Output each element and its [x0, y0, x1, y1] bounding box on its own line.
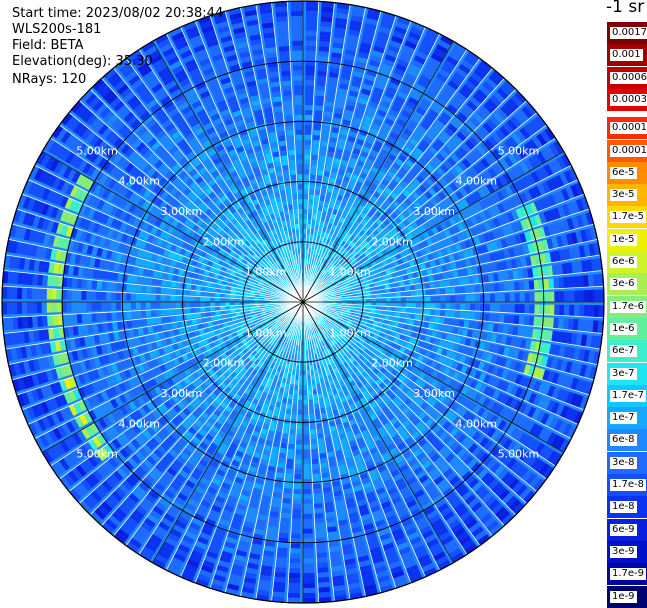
range-ring-label: 2.00km: [371, 357, 413, 370]
colorbar-tick-label: 0.00017: [610, 122, 647, 134]
colorbar-tick-label: 3e-8: [610, 457, 637, 469]
range-ring-label: 2.00km: [203, 235, 245, 248]
range-ring-label: 5.00km: [498, 448, 540, 461]
colorbar-tick-label: 1e-7: [610, 412, 637, 424]
colorbar-tick-label: 1e-8: [610, 501, 637, 513]
colorbar-swatch: 1.7e-9: [607, 563, 647, 585]
colorbar-swatch: 6e-7: [607, 340, 647, 362]
elevation-label: Elevation(deg): 35.30: [12, 54, 153, 69]
colorbar-swatch: 0.0003: [607, 89, 647, 111]
colorbar-swatch: 6e-6: [607, 251, 647, 273]
colorbar-tick-label: 3e-9: [610, 546, 637, 558]
colorbar-tick-label: 1e-6: [610, 323, 637, 335]
range-ring-label: 4.00km: [456, 417, 498, 430]
colorbar-swatch: 6e-5: [607, 162, 647, 184]
colorbar-swatch: 6e-9: [607, 519, 647, 541]
range-ring-label: 5.00km: [76, 144, 118, 157]
colorbar-tick-label: 6e-7: [610, 345, 637, 357]
colorbar-swatch: 1e-7: [607, 407, 647, 429]
colorbar-tick-label: 3e-6: [610, 278, 637, 290]
colorbar-swatch: 3e-7: [607, 363, 647, 385]
colorbar-tick-label: 1.7e-6: [610, 301, 646, 313]
colorbar-swatch: 1e-9: [607, 586, 647, 608]
range-ring-label: 3.00km: [161, 387, 203, 400]
colorbar-tick-label: 1.7e-9: [610, 568, 646, 580]
range-ring-label: 4.00km: [456, 175, 498, 188]
colorbar-tick-label: 0.0017: [610, 27, 647, 39]
colorbar-swatch: 3e-5: [607, 184, 647, 206]
colorbar-swatch: 0.0017: [607, 22, 647, 44]
colorbar-swatch: 3e-6: [607, 273, 647, 295]
nrays-label: NRays: 120: [12, 72, 86, 87]
range-ring-label: 3.00km: [161, 205, 203, 218]
range-ring-label: 1.00km: [329, 266, 371, 279]
colorbar-tick-label: 1.7e-5: [610, 211, 646, 223]
colorbar-swatch: 1.7e-8: [607, 474, 647, 496]
colorbar-swatch: 1.7e-6: [607, 296, 647, 318]
range-ring-label: 2.00km: [203, 357, 245, 370]
colorbar-tick-label: 3e-5: [610, 189, 637, 201]
colorbar-tick-label: 0.0003: [610, 94, 647, 106]
colorbar-tick-label: 6e-6: [610, 256, 637, 268]
colorbar-swatch: 3e-8: [607, 452, 647, 474]
colorbar-tick-label: 1.7e-8: [610, 479, 646, 491]
colorbar-tick-label: 6e-9: [610, 524, 637, 536]
instrument-label: WLS200s-181: [12, 22, 101, 37]
range-ring-label: 1.00km: [329, 326, 371, 339]
colorbar-swatch: 0.00017: [607, 117, 647, 139]
range-ring-label: 5.00km: [498, 144, 540, 157]
range-ring-label: 1.00km: [245, 266, 287, 279]
colorbar-tick-label: 0.0001: [610, 145, 647, 157]
colorbar-unit-label: -1 sr: [606, 0, 644, 17]
colorbar-swatch: 0.0006: [607, 67, 647, 89]
colorbar-tick-label: 1e-5: [610, 234, 637, 246]
colorbar-swatch: 3e-9: [607, 541, 647, 563]
range-ring-label: 4.00km: [118, 175, 160, 188]
colorbar-swatch: 1.7e-7: [607, 385, 647, 407]
colorbar-swatch: 1e-5: [607, 229, 647, 251]
colorbar-tick-label: 6e-8: [610, 434, 637, 446]
colorbar-tick-label: 3e-7: [610, 368, 637, 380]
colorbar-swatch: 1e-8: [607, 496, 647, 518]
range-ring-label: 5.00km: [76, 448, 118, 461]
colorbar-tick-label: 0.001: [610, 49, 643, 61]
colorbar-swatch: 1e-6: [607, 318, 647, 340]
colorbar-swatch: 1.7e-5: [607, 206, 647, 228]
range-ring-label: 2.00km: [371, 235, 413, 248]
range-ring-label: 1.00km: [245, 326, 287, 339]
colorbar-tick-label: 6e-5: [610, 167, 637, 179]
colorbar-swatch: 0.0001: [607, 140, 647, 162]
range-ring-label: 4.00km: [118, 417, 160, 430]
colorbar-swatch: 0.001: [607, 44, 647, 66]
colorbar-tick-label: 1.7e-7: [610, 390, 646, 402]
range-ring-label: 3.00km: [413, 387, 455, 400]
colorbar-swatch: 6e-8: [607, 429, 647, 451]
colorbar-tick-label: 1e-9: [610, 591, 637, 603]
start-time-label: Start time: 2023/08/02 20:38:44: [12, 6, 223, 21]
range-ring-label: 3.00km: [413, 205, 455, 218]
field-label: Field: BETA: [12, 38, 83, 53]
colorbar-tick-label: 0.0006: [610, 72, 647, 84]
